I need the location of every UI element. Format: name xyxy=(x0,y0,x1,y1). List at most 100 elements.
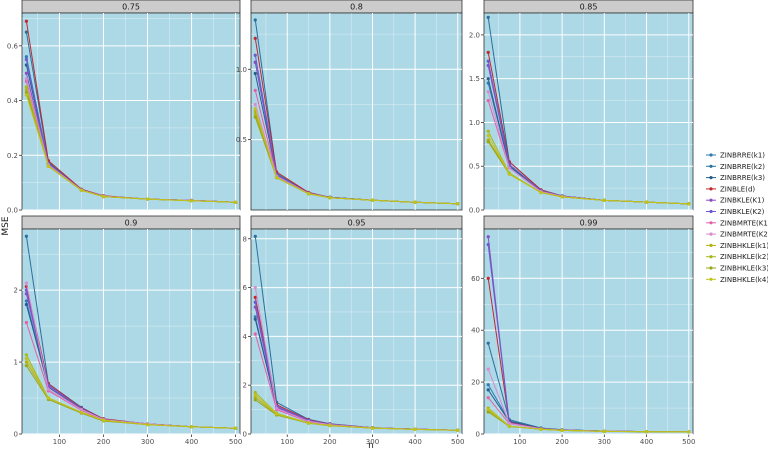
legend-item: ZINBKLE(K1) xyxy=(706,197,765,205)
data-point xyxy=(486,341,490,345)
data-point xyxy=(370,198,375,202)
panel-background xyxy=(250,12,463,211)
data-point xyxy=(253,234,257,238)
y-tick-label: 2 xyxy=(243,382,247,390)
data-point xyxy=(253,398,257,402)
legend-label: ZINBHKLE(k1) xyxy=(720,242,768,250)
data-point xyxy=(486,133,490,138)
legend-label: ZINBMRTE(K1) xyxy=(720,219,768,227)
data-point xyxy=(189,425,194,429)
legend-item: ZINBMRTE(K1) xyxy=(706,219,768,227)
x-tick-label: 400 xyxy=(185,438,198,446)
legend-label: ZINBHKLE(k3) xyxy=(720,265,768,273)
facet-strip-label: 0.85 xyxy=(580,3,598,12)
data-point xyxy=(328,196,332,200)
facet-strip-label: 0.75 xyxy=(122,3,140,12)
legend-item: ZINBRRE(k1) xyxy=(706,152,765,160)
data-point xyxy=(274,412,279,416)
data-point xyxy=(253,107,257,111)
data-point xyxy=(486,98,490,103)
data-point xyxy=(560,195,564,199)
data-point xyxy=(413,427,417,431)
data-point xyxy=(24,299,29,303)
facet-panel-0.85: 0.85 0.0 0.5 1.0 1.5 2.0 xyxy=(469,0,694,215)
data-point xyxy=(274,406,279,410)
data-point xyxy=(539,427,543,431)
data-point xyxy=(253,393,257,397)
y-tick-label: 2 xyxy=(14,287,18,295)
x-tick-label: 300 xyxy=(366,438,379,446)
data-point xyxy=(24,71,29,75)
y-tick-label: 0.5 xyxy=(469,163,480,171)
data-point xyxy=(24,93,29,97)
legend-item: ZINBMRTE(K2) xyxy=(706,231,768,239)
data-point xyxy=(145,197,150,201)
data-point xyxy=(486,396,490,400)
data-point xyxy=(46,396,51,400)
y-tick-label: 1.5 xyxy=(469,75,480,83)
data-point xyxy=(486,242,490,247)
data-point xyxy=(189,199,194,203)
data-point xyxy=(253,295,257,299)
data-point xyxy=(253,317,257,321)
y-tick-label: 0.0 xyxy=(7,207,18,215)
data-point xyxy=(24,57,29,62)
data-point xyxy=(46,164,51,168)
data-point xyxy=(507,172,511,176)
data-point xyxy=(253,18,257,22)
data-point xyxy=(253,88,257,92)
data-point xyxy=(145,423,150,427)
data-point xyxy=(486,77,490,81)
data-point xyxy=(507,421,511,425)
x-axis-title: n xyxy=(368,441,374,451)
y-tick-label: 2.0 xyxy=(469,31,480,39)
y-axis-title: MSE xyxy=(1,216,11,235)
data-point xyxy=(24,288,29,292)
y-tick-label: 4 xyxy=(243,333,248,341)
data-point xyxy=(328,423,332,428)
y-tick-label: 6 xyxy=(243,284,248,292)
y-tick-label: 8 xyxy=(243,235,247,243)
facet-strip-label: 0.9 xyxy=(125,219,138,228)
data-point xyxy=(253,112,257,116)
data-point xyxy=(306,421,311,425)
data-point xyxy=(79,410,84,415)
legend-label: ZINBRRE(k3) xyxy=(720,174,765,182)
data-point xyxy=(456,428,460,432)
legend-label: ZINBHKLE(k2) xyxy=(720,253,768,261)
panel-background xyxy=(250,228,463,435)
data-point xyxy=(253,285,257,290)
data-point xyxy=(413,200,417,204)
data-point xyxy=(24,30,29,34)
panel-background xyxy=(21,228,241,435)
data-point xyxy=(253,332,257,336)
x-tick-label: 400 xyxy=(640,438,653,446)
data-point xyxy=(456,202,460,206)
data-point xyxy=(24,90,29,94)
data-point xyxy=(539,190,543,195)
data-point xyxy=(253,315,257,319)
data-point xyxy=(253,71,257,76)
legend-item: ZINBHKLE(k1) xyxy=(706,242,768,250)
data-point xyxy=(507,166,511,170)
data-point xyxy=(306,192,311,196)
data-point xyxy=(486,235,490,239)
panel-background xyxy=(483,228,694,435)
data-point xyxy=(24,302,29,307)
data-point xyxy=(24,55,29,59)
legend-item: ZINBLE(d) xyxy=(706,185,755,193)
y-tick-label: 0.0 xyxy=(469,207,480,215)
y-tick-label: 0.5 xyxy=(236,136,247,144)
legend-item: ZINBHKLE(k4) xyxy=(706,276,768,284)
data-point xyxy=(24,353,29,357)
facet-strip-label: 0.99 xyxy=(580,219,598,228)
legend-key-point xyxy=(709,255,713,259)
y-tick-label: 1 xyxy=(14,359,18,367)
facet-panel-0.99: 0.99 100 200 300 400 500 0 20 40 60 xyxy=(471,215,695,446)
legend-key-point xyxy=(709,266,713,270)
data-point xyxy=(253,395,257,399)
data-point xyxy=(24,19,29,23)
x-tick-label: 100 xyxy=(281,438,294,446)
legend-label: ZINBMRTE(K2) xyxy=(720,231,768,239)
